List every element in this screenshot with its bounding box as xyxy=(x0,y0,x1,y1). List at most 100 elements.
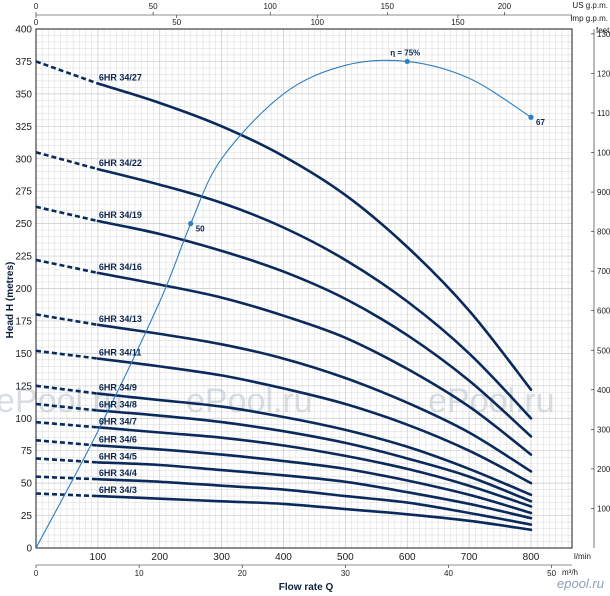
top1-tick-label: 150 xyxy=(381,2,395,11)
bottom2-tick-label: 10 xyxy=(135,569,144,578)
y-tick-label: 50 xyxy=(21,479,33,490)
x-tick-label: 500 xyxy=(337,552,354,563)
top1-tick-label: 200 xyxy=(498,2,512,11)
labels: 6HR 34/27 6HR 34/22 6HR 34/19 6HR 34/16 6HR … xyxy=(99,48,546,495)
x-tick-label: 100 xyxy=(90,552,107,563)
right-unit-label: feet xyxy=(596,26,610,35)
efficiency-marker-label: 67 xyxy=(536,118,545,127)
series-line xyxy=(96,392,533,497)
top2-tick-label: 0 xyxy=(34,18,39,27)
top2-tick-label: 150 xyxy=(451,18,465,27)
series-line xyxy=(96,167,533,420)
series-dashed-start xyxy=(35,205,99,223)
top1-tick-label: 100 xyxy=(264,2,278,11)
series-label: 6HR 34/9 xyxy=(99,383,137,393)
series-line xyxy=(96,357,533,485)
axes: 2550751001251501752002252502753003253503… xyxy=(15,2,610,578)
x-tick-label: 200 xyxy=(151,552,168,563)
watermark-text: ePool.ru xyxy=(186,382,313,420)
right-tick-label: 500 xyxy=(597,346,610,355)
series-dashed-start xyxy=(35,457,98,464)
efficiency-peak-label: η = 75% xyxy=(390,48,420,57)
series-dashed-start xyxy=(35,475,98,481)
series-line xyxy=(96,477,533,526)
y-tick-label: 25 xyxy=(21,511,33,522)
series-label: 6HR 34/13 xyxy=(99,314,142,324)
series-label: 6HR 34/6 xyxy=(99,434,137,444)
series-label: 6HR 34/19 xyxy=(99,210,142,220)
bottom2-tick-label: 30 xyxy=(341,569,350,578)
right-tick-label: 700 xyxy=(597,267,610,276)
right-tick-label: 900 xyxy=(597,188,610,197)
bottom2-tick-label: 40 xyxy=(444,569,453,578)
brand-mark: epool.ru xyxy=(557,576,604,591)
y-tick-label: 125 xyxy=(15,381,32,392)
series-line xyxy=(96,219,533,438)
series-dashed-start xyxy=(35,258,99,275)
y-tick-label: 375 xyxy=(15,57,32,68)
x-tick-label: 800 xyxy=(523,552,540,563)
series-dashed-start xyxy=(35,402,99,412)
efficiency-marker-label: 50 xyxy=(196,225,205,234)
y-tick-label: 350 xyxy=(15,89,32,100)
y-tick-label: 275 xyxy=(15,187,32,198)
y-tick-label: 300 xyxy=(15,154,32,165)
series-label: 6HR 34/8 xyxy=(99,399,137,409)
y-tick-label: 400 xyxy=(15,25,32,36)
right-tick-label: 200 xyxy=(597,465,610,474)
series-line xyxy=(96,323,533,473)
y-tick-label: 100 xyxy=(15,414,32,425)
bottom2-tick-label: 50 xyxy=(547,569,556,578)
right-tick-label: 100 xyxy=(597,504,610,513)
right-tick-label: 1000 xyxy=(597,149,610,158)
series-line xyxy=(96,494,533,532)
top1-tick-label: 50 xyxy=(149,2,158,11)
x-tick-label: 300 xyxy=(213,552,230,563)
right-tick-label: 300 xyxy=(597,425,610,434)
right-tick-label: 400 xyxy=(597,386,610,395)
y-axis-title: Head H (metres) xyxy=(5,262,16,339)
bottom2-tick-label: 0 xyxy=(34,569,39,578)
x-tick-label: 700 xyxy=(461,552,478,563)
y-tick-label: 0 xyxy=(26,544,32,555)
plot-frame xyxy=(35,28,573,549)
x-tick-label: 600 xyxy=(399,552,416,563)
efficiency-marker xyxy=(404,58,410,65)
series-dashed-start xyxy=(35,492,98,498)
series-dashed-start xyxy=(35,349,99,360)
efficiency-marker xyxy=(528,114,534,120)
series-label: 6HR 34/11 xyxy=(99,348,142,358)
right-tick-label: 600 xyxy=(597,307,610,316)
x-axis-title: Flow rate Q xyxy=(279,582,334,593)
efficiency-line xyxy=(35,59,532,549)
top1-unit-label: US g.p.m. xyxy=(572,1,608,10)
series-label: 6HR 34/22 xyxy=(99,158,142,168)
series xyxy=(35,60,533,532)
right-tick-label: 1300 xyxy=(597,30,610,39)
series-label: 6HR 34/4 xyxy=(99,468,137,478)
series-label: 6HR 34/27 xyxy=(99,72,142,82)
series-line xyxy=(96,82,533,391)
series-dashed-start xyxy=(35,60,99,85)
top2-tick-label: 100 xyxy=(311,18,325,27)
y-tick-label: 325 xyxy=(15,122,32,133)
series-label: 6HR 34/16 xyxy=(99,262,142,272)
efficiency-curve-layer xyxy=(35,58,534,549)
top1-tick-label: 0 xyxy=(34,2,39,11)
x-unit-label: l/min xyxy=(574,552,591,561)
series-label: 6HR 34/5 xyxy=(99,451,137,461)
y-tick-label: 175 xyxy=(15,316,32,327)
series-line xyxy=(96,409,533,503)
right-tick-label: 800 xyxy=(597,228,610,237)
y-tick-label: 225 xyxy=(15,252,32,263)
series-line xyxy=(96,461,533,520)
series-label: 6HR 34/7 xyxy=(99,416,137,426)
series-dashed-start xyxy=(35,384,99,395)
top2-unit-label: Imp g.p.m. xyxy=(570,14,608,23)
bottom2-unit-label: m³/h xyxy=(562,568,578,577)
series-dashed-start xyxy=(35,151,99,171)
efficiency-marker xyxy=(188,221,194,227)
y-tick-label: 150 xyxy=(15,349,32,360)
series-dashed-start xyxy=(35,439,98,447)
